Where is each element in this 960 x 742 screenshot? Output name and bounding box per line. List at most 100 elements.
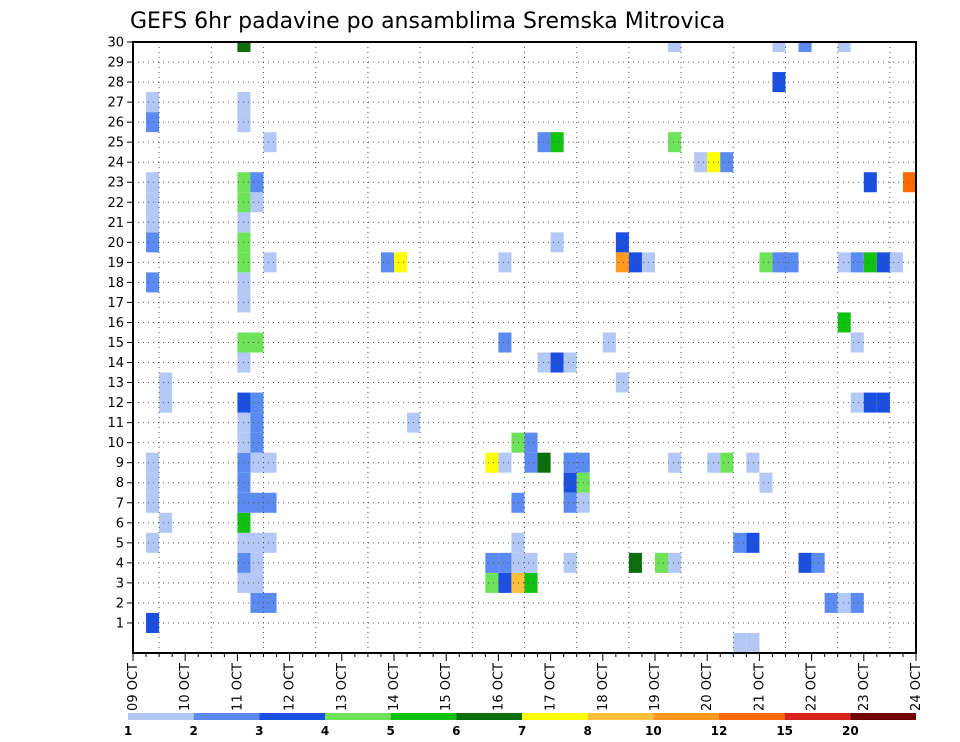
precip-cell — [511, 572, 525, 593]
precip-cell — [550, 232, 564, 253]
y-tick-label: 12 — [107, 396, 124, 411]
precip-cell — [146, 232, 160, 253]
precip-cell — [668, 42, 682, 53]
precip-cell — [615, 232, 629, 253]
precip-cell — [850, 332, 864, 353]
precip-cell — [537, 452, 551, 473]
y-tick-label: 10 — [107, 436, 124, 451]
colorbar-swatch — [390, 713, 457, 720]
precip-cell — [485, 452, 499, 473]
y-tick-label: 3 — [116, 576, 124, 591]
colorbar-swatch — [653, 713, 719, 720]
precip-cell — [668, 452, 682, 473]
x-tick-label: 13 OCT — [335, 663, 350, 711]
precip-cell — [733, 532, 747, 553]
precip-cell — [263, 532, 277, 553]
precip-cell — [563, 472, 577, 493]
precip-cell — [498, 572, 512, 593]
precip-cell — [380, 252, 394, 273]
colorbar-swatch — [522, 713, 588, 720]
x-tick-label: 23 OCT — [857, 663, 872, 711]
precip-cell — [798, 552, 812, 573]
precip-cell — [863, 172, 877, 193]
precip-cell — [615, 252, 629, 273]
precip-cell — [524, 572, 538, 593]
colorbar-swatch — [784, 713, 851, 720]
precip-cell — [798, 42, 812, 53]
precip-cell — [250, 172, 264, 193]
precip-cell — [850, 252, 864, 273]
y-tick-label: 2 — [116, 596, 124, 611]
y-tick-label: 14 — [107, 356, 124, 371]
y-tick-label: 17 — [107, 296, 124, 311]
x-tick-label: 19 OCT — [648, 663, 663, 711]
colorbar-label: 15 — [776, 724, 793, 738]
precip-cell — [863, 252, 877, 273]
precip-cell — [511, 492, 525, 513]
precip-cell — [159, 512, 173, 533]
colorbar-label: 6 — [452, 724, 460, 738]
colorbar-label: 2 — [189, 724, 197, 738]
precip-cell — [772, 42, 786, 53]
precip-cell — [250, 572, 264, 593]
colorbar-label: 7 — [518, 724, 526, 738]
precip-cell — [250, 552, 264, 573]
precip-cell — [263, 592, 277, 613]
y-tick-label: 24 — [107, 156, 124, 171]
y-tick-label: 22 — [107, 196, 124, 211]
precip-cell — [759, 252, 773, 273]
precip-cell — [889, 252, 903, 273]
precip-cell — [146, 172, 160, 193]
colorbar-swatch — [719, 713, 785, 720]
y-tick-label: 19 — [107, 256, 124, 271]
colorbar-swatch — [193, 713, 260, 720]
x-tick-label: 21 OCT — [752, 663, 767, 711]
y-tick-label: 28 — [107, 76, 124, 91]
precip-cell — [146, 452, 160, 473]
precip-cell — [146, 112, 160, 133]
precip-cell — [146, 212, 160, 233]
precip-cell — [837, 252, 851, 273]
x-tick-label: 09 OCT — [126, 663, 141, 711]
precipitation-cells — [146, 42, 916, 653]
precip-cell — [498, 332, 512, 353]
precip-cell — [563, 352, 577, 373]
precip-cell — [146, 532, 160, 553]
precip-cell — [146, 492, 160, 513]
y-tick-label: 23 — [107, 176, 124, 191]
y-tick-label: 25 — [107, 136, 124, 151]
precip-cell — [733, 632, 747, 653]
y-tick-label: 13 — [107, 376, 124, 391]
precip-cell — [628, 552, 642, 573]
x-tick-label: 10 OCT — [178, 663, 193, 711]
x-tick-label: 22 OCT — [805, 663, 820, 711]
precip-cell — [668, 552, 682, 573]
colorbar-swatch — [259, 713, 325, 720]
precip-cell — [668, 132, 682, 153]
y-tick-label: 6 — [116, 516, 124, 531]
y-tick-label: 18 — [107, 276, 124, 291]
precip-cell — [511, 552, 525, 573]
precip-cell — [485, 552, 499, 573]
precip-cell — [655, 552, 669, 573]
colorbar-swatch — [325, 713, 391, 720]
y-tick-label: 26 — [107, 116, 124, 131]
colorbar-label: 10 — [645, 724, 662, 738]
precip-cell — [837, 592, 851, 613]
y-tick-label: 1 — [116, 616, 124, 631]
colorbar: 1 2 3 4 5 6 7 8 10 12 15 20 — [124, 713, 916, 738]
colorbar-label: 5 — [386, 724, 394, 738]
precip-cell — [498, 452, 512, 473]
precip-cell — [159, 372, 173, 393]
precip-cell — [263, 252, 277, 273]
precip-cell — [250, 592, 264, 613]
precip-cell — [146, 192, 160, 213]
precip-cell — [537, 132, 551, 153]
precip-cell — [498, 552, 512, 573]
x-tick-label: 18 OCT — [596, 663, 611, 711]
y-tick-label: 16 — [107, 316, 124, 331]
precip-cell — [694, 152, 708, 173]
precip-cell — [720, 452, 734, 473]
precip-cell — [628, 252, 642, 273]
